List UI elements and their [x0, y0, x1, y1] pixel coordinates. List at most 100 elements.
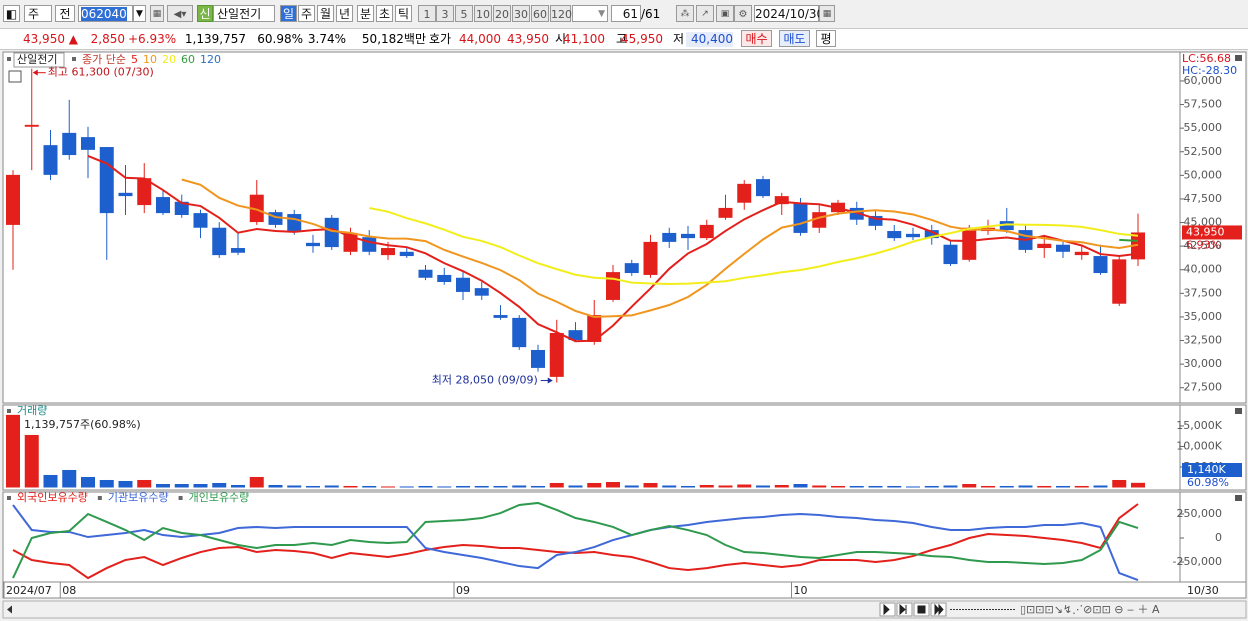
candle-body — [774, 196, 789, 205]
moving-average — [181, 178, 1139, 318]
volume-bar — [381, 486, 395, 488]
y-tick-label: 35,000 — [1184, 310, 1223, 323]
period-button[interactable]: 일 — [280, 5, 297, 22]
volume-bar — [849, 485, 864, 488]
minute-button[interactable]: 20 — [493, 5, 511, 22]
period-button[interactable]: 년 — [336, 5, 353, 22]
volume-bar — [306, 485, 320, 488]
tool-icon[interactable]: ↗ — [696, 5, 714, 22]
period-button[interactable]: 틱 — [395, 5, 412, 22]
candle-body — [118, 192, 133, 197]
candle-body — [587, 315, 602, 342]
high-arrowhead — [32, 69, 38, 76]
minute-button[interactable]: 10 — [474, 5, 492, 22]
candle-body — [249, 194, 264, 223]
search-button[interactable]: ▦ — [150, 5, 164, 22]
volume-bar — [1093, 485, 1108, 488]
candle-body — [306, 242, 320, 247]
candle-body — [549, 332, 564, 377]
last-rate: 6.93% — [1186, 238, 1221, 251]
panel-button — [1235, 55, 1242, 61]
y-tick-label: 55,000 — [1184, 121, 1223, 134]
sell-button[interactable]: 매도 — [779, 30, 810, 47]
buy-button[interactable]: 매수 — [741, 30, 772, 47]
volume-bar — [756, 485, 770, 488]
legend-name: 산일전기 — [17, 52, 57, 66]
volume-bar — [6, 414, 20, 488]
volume-bar — [981, 485, 995, 488]
code-dropdown[interactable]: ▼ — [133, 5, 146, 22]
rate: +6.93% — [128, 32, 177, 46]
candle-body — [643, 241, 658, 275]
amount: 50,182백만 — [361, 32, 426, 46]
candle-body — [999, 221, 1014, 231]
period-button[interactable]: 월 — [317, 5, 334, 22]
y-tick-label: 250,000 — [1177, 507, 1223, 520]
volume-bar — [643, 482, 658, 488]
y-tick-label: 32,500 — [1184, 334, 1223, 347]
hc-label: HC:-28.30 — [1182, 64, 1237, 77]
candle-body — [43, 145, 58, 175]
minute-button[interactable]: 60 — [531, 5, 549, 22]
y-tick-label: 42,500 — [1184, 239, 1223, 252]
low: 40,400 — [686, 32, 733, 47]
y-tick-label: 45,000 — [1184, 216, 1223, 229]
candle-body — [849, 207, 864, 220]
legend-marker — [72, 57, 76, 61]
x-tick-label: 09 — [456, 584, 470, 597]
scroll-left — [7, 605, 12, 614]
y-tick-label: 0 — [1215, 531, 1222, 544]
holding-line — [12, 501, 1139, 579]
candle-body — [437, 274, 452, 283]
save-icon[interactable]: ▣ — [716, 5, 734, 22]
candle-body — [193, 213, 208, 228]
tool-icon[interactable]: ⁂ — [676, 5, 694, 22]
candle-body — [287, 214, 302, 232]
volume-bar — [1018, 485, 1033, 488]
settings-icon[interactable]: ⚙ — [734, 5, 752, 22]
candle-body — [1093, 256, 1108, 274]
period-button[interactable]: 주 — [298, 5, 315, 22]
new-badge: 신 — [197, 5, 213, 22]
candle-body — [906, 233, 920, 238]
code-input[interactable]: 062040 — [78, 5, 133, 22]
minute-button[interactable]: 5 — [455, 5, 473, 22]
high: 45,950 — [621, 32, 663, 46]
turnover: 3.74% — [307, 32, 346, 46]
calendar-button[interactable]: ▦ — [819, 5, 835, 22]
volume-bar — [193, 484, 208, 488]
date-input[interactable]: 2024/10/30 — [754, 5, 825, 22]
last-price-box — [1182, 225, 1242, 240]
period-button[interactable]: 초 — [376, 5, 393, 22]
tool-icons: ▯⊡⊡⊡↘↯⋰⊘⊡⊡ ⊖ ‒ ＋ A — [1020, 603, 1160, 616]
period-button[interactable]: 분 — [357, 5, 374, 22]
volume-bar — [999, 485, 1014, 488]
ask-label: 호가 — [429, 32, 452, 46]
count-input[interactable]: 61 — [611, 5, 641, 22]
y-tick-label: 57,500 — [1184, 98, 1223, 111]
low-arrowhead — [547, 377, 553, 384]
ma-period: 5 — [131, 53, 138, 66]
volume-bar — [606, 482, 620, 488]
minute-button[interactable]: 120 — [550, 5, 572, 22]
avg-button[interactable]: 평 — [816, 30, 836, 47]
candle-body — [137, 178, 152, 206]
volume-bar — [137, 479, 152, 488]
unit-select[interactable]: ▼ — [572, 5, 608, 22]
period-select[interactable]: 주 — [24, 5, 52, 22]
panel-button — [1235, 495, 1242, 501]
minute-button[interactable]: 3 — [436, 5, 454, 22]
sound-button[interactable]: ◀▾ — [167, 5, 193, 22]
candle-body — [399, 251, 414, 257]
all-button[interactable]: 전 — [55, 5, 75, 22]
legend-marker — [97, 496, 102, 500]
volume-bar — [399, 486, 414, 488]
candle-body — [1074, 251, 1089, 256]
volume-bar — [437, 486, 452, 488]
ma-period: 60 — [181, 53, 195, 66]
y-tick-label: 40,000 — [1184, 263, 1223, 276]
menu-icon[interactable]: ◧ — [3, 5, 20, 22]
minute-button[interactable]: 1 — [418, 5, 436, 22]
minute-button[interactable]: 30 — [512, 5, 530, 22]
y-tick-label: 37,500 — [1184, 286, 1223, 299]
